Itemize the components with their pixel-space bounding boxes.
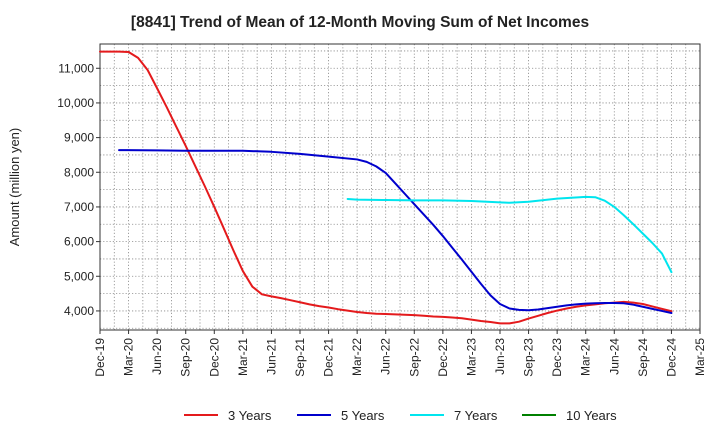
y-tick-label: 8,000 bbox=[64, 165, 94, 179]
x-tick-label: Dec-21 bbox=[322, 338, 336, 377]
x-tick-label: Mar-21 bbox=[236, 338, 250, 376]
y-tick-label: 10,000 bbox=[57, 96, 94, 110]
plot-frame bbox=[99, 43, 701, 331]
x-tick-label: Dec-19 bbox=[93, 338, 107, 377]
legend-item-3-years: 3 Years bbox=[184, 404, 271, 426]
legend-swatch-5-years bbox=[297, 414, 331, 416]
legend-label-7-years: 7 Years bbox=[454, 407, 498, 423]
x-tick-label: Jun-20 bbox=[150, 338, 164, 375]
y-tick-label: 6,000 bbox=[64, 235, 94, 249]
legend-label-5-years: 5 Years bbox=[341, 407, 385, 423]
legend-item-7-years: 7 Years bbox=[410, 404, 497, 426]
plot-area bbox=[100, 44, 700, 330]
y-tick-label: 9,000 bbox=[64, 131, 94, 145]
legend-label-3-years: 3 Years bbox=[228, 407, 272, 423]
x-tick-label: Dec-20 bbox=[207, 338, 221, 377]
x-tick-label: Jun-22 bbox=[379, 338, 393, 375]
y-axis-title: Amount (million yen) bbox=[7, 128, 22, 247]
legend-swatch-3-years bbox=[184, 414, 218, 416]
legend-swatch-7-years bbox=[410, 414, 444, 416]
y-tick-label: 4,000 bbox=[64, 304, 94, 318]
series-line-7-years bbox=[346, 195, 673, 274]
x-tick-label: Mar-24 bbox=[579, 338, 593, 376]
x-tick-label: Mar-20 bbox=[122, 338, 136, 376]
chart-title: [8841] Trend of Mean of 12-Month Moving … bbox=[130, 14, 590, 31]
x-tick-label: Jun-23 bbox=[493, 338, 507, 375]
x-tick-label: Jun-24 bbox=[607, 338, 621, 375]
x-tick-label: Dec-23 bbox=[550, 338, 564, 377]
series-line-3-years bbox=[99, 50, 673, 325]
x-tick-label: Mar-25 bbox=[693, 338, 707, 376]
x-tick-label: Sep-21 bbox=[293, 338, 307, 377]
x-tick-label: Mar-23 bbox=[464, 338, 478, 376]
x-tick-label: Dec-24 bbox=[664, 338, 678, 377]
x-tick-label: Mar-22 bbox=[350, 338, 364, 376]
legend-item-5-years: 5 Years bbox=[297, 404, 384, 426]
y-tick-label: 11,000 bbox=[58, 61, 94, 75]
x-tick-label: Jun-21 bbox=[264, 338, 278, 375]
y-tick-label: 7,000 bbox=[64, 200, 94, 214]
x-tick-label: Sep-22 bbox=[407, 338, 421, 377]
x-tick-label: Sep-23 bbox=[522, 338, 536, 377]
x-tick-label: Dec-22 bbox=[436, 338, 450, 377]
series-line-5-years bbox=[118, 149, 673, 315]
legend-label-10-years: 10 Years bbox=[566, 407, 617, 423]
legend-swatch-10-years bbox=[522, 414, 556, 416]
x-tick-label: Sep-20 bbox=[179, 338, 193, 377]
x-tick-label: Sep-24 bbox=[636, 338, 650, 377]
y-tick-label: 5,000 bbox=[64, 269, 94, 283]
legend: 3 Years 5 Years 7 Years 10 Years bbox=[0, 404, 720, 426]
legend-item-10-years: 10 Years bbox=[522, 404, 617, 426]
